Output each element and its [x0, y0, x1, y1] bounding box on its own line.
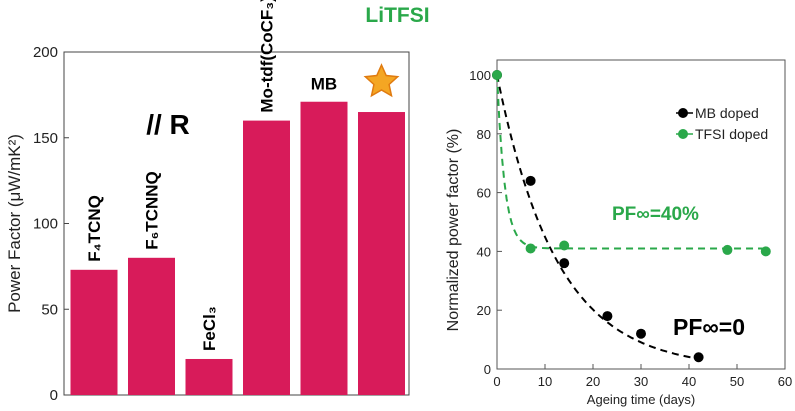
bar-y-tick-label: 200	[33, 44, 58, 61]
bar-category-label: FeCl₃	[200, 306, 219, 351]
bar-y-tick-label: 150	[33, 130, 58, 147]
bar-y-axis-label: Power Factor (μW/mK²)	[5, 134, 24, 313]
legend-marker	[678, 108, 688, 118]
bar	[358, 112, 405, 396]
line-y-axis-label: Normalized power factor (%)	[445, 129, 462, 332]
line-y-tick-label: 80	[477, 127, 491, 142]
bar-y-tick-label: 50	[41, 301, 58, 318]
tfsi-data-point	[492, 70, 502, 80]
bar	[70, 269, 118, 395]
line-y-tick-label: 40	[477, 244, 491, 259]
star-icon	[363, 63, 400, 98]
line-x-tick-label: 30	[634, 374, 648, 389]
tfsi-data-point	[760, 246, 771, 257]
bar-category-label: Mo-tdf(CoCF₃)₃	[258, 0, 277, 113]
bar-category-label: F₄TCNQ	[85, 195, 104, 262]
mb-data-point	[602, 311, 613, 322]
bar-category-label: MB	[311, 75, 337, 94]
mb-data-point	[525, 175, 536, 186]
line-x-axis-label: Ageing time (days)	[587, 392, 695, 407]
bar-category-label: F₆TCNNQ	[143, 171, 162, 250]
line-x-tick-label: 60	[778, 374, 792, 389]
bar-y-tick-label: 100	[33, 216, 58, 233]
line-y-tick-label: 0	[484, 362, 491, 377]
mb-data-point	[693, 352, 704, 363]
legend-entry: TFSI doped	[695, 126, 768, 142]
mb-fit-curve	[496, 74, 699, 360]
mb-data-point	[636, 328, 646, 339]
tfsi-data-point	[525, 243, 536, 254]
line-y-tick-label: 20	[477, 303, 491, 318]
bar	[128, 257, 175, 395]
line-x-tick-label: 10	[538, 374, 552, 389]
legend-entry: MB doped	[695, 105, 759, 121]
legend-marker	[678, 129, 688, 139]
bar	[243, 120, 290, 395]
bar	[185, 358, 233, 395]
figure-title: LiTFSI	[365, 4, 430, 27]
bar-y-tick-label: 0	[50, 387, 58, 404]
bar-annotation: // R	[146, 109, 190, 140]
bar	[300, 101, 348, 396]
annotation-pf-0: PF∞=0	[673, 314, 745, 340]
line-x-tick-label: 40	[682, 374, 696, 389]
tfsi-data-point	[559, 240, 570, 251]
line-x-tick-label: 50	[730, 374, 744, 389]
line-x-tick-label: 20	[586, 374, 600, 389]
mb-data-point	[559, 258, 570, 269]
tfsi-data-point	[722, 244, 733, 255]
tfsi-fit-curve	[496, 74, 766, 250]
annotation-pf-40: PF∞=40%	[612, 204, 699, 225]
line-x-tick-label: 0	[493, 374, 500, 389]
line-y-tick-label: 100	[469, 68, 491, 83]
line-y-tick-label: 60	[477, 186, 491, 201]
